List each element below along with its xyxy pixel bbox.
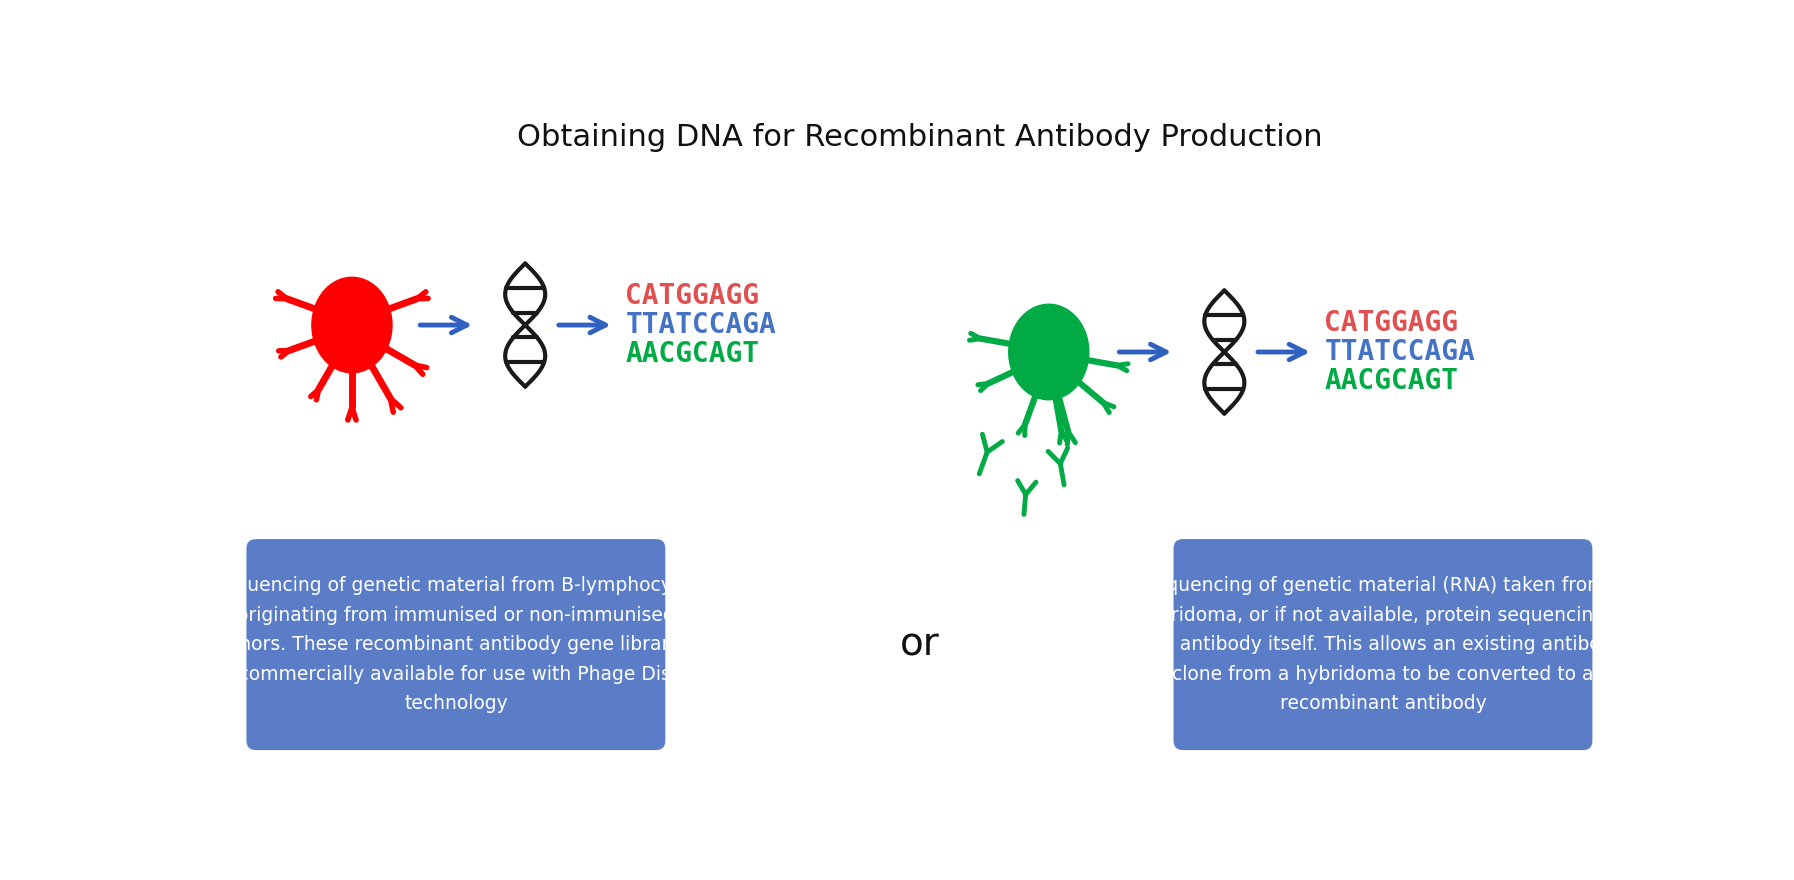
Text: or: or <box>899 626 940 664</box>
FancyBboxPatch shape <box>246 539 666 750</box>
Text: TTATCCAGA: TTATCCAGA <box>626 311 777 339</box>
Text: CATGGAGG: CATGGAGG <box>626 282 759 310</box>
Text: Sequencing of genetic material from B-lymphocytes
originating from immunised or : Sequencing of genetic material from B-ly… <box>201 576 710 713</box>
Text: AACGCAGT: AACGCAGT <box>626 341 759 369</box>
Text: CATGGAGG: CATGGAGG <box>1324 309 1459 337</box>
Ellipse shape <box>1008 304 1089 400</box>
FancyBboxPatch shape <box>1173 539 1593 750</box>
Ellipse shape <box>312 277 391 373</box>
Text: TTATCCAGA: TTATCCAGA <box>1324 338 1475 366</box>
Text: Sequencing of genetic material (RNA) taken from a
hybridoma, or if not available: Sequencing of genetic material (RNA) tak… <box>1136 576 1629 713</box>
Text: AACGCAGT: AACGCAGT <box>1324 367 1459 395</box>
Text: Obtaining DNA for Recombinant Antibody Production: Obtaining DNA for Recombinant Antibody P… <box>517 123 1322 152</box>
